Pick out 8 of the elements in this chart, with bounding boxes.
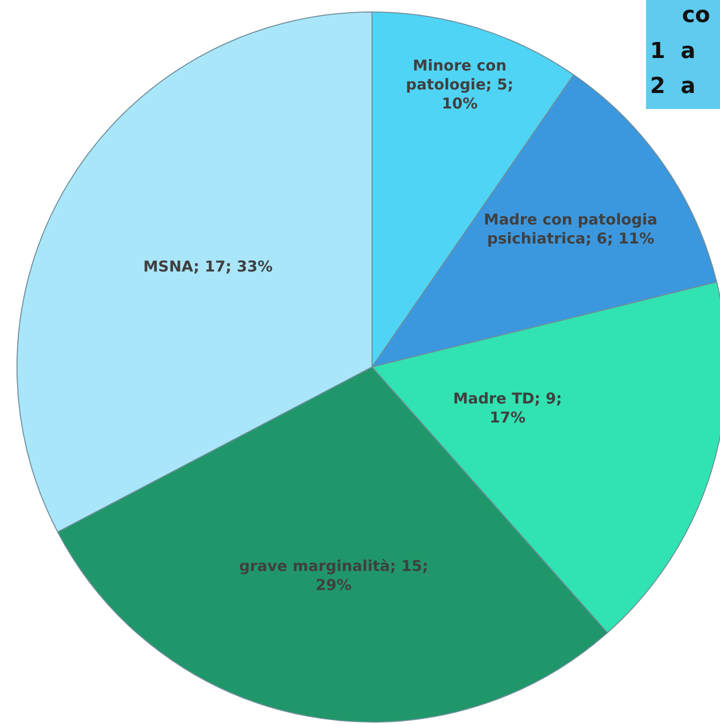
slice-label: grave marginalità; 15; 29% bbox=[239, 556, 428, 594]
text: 2 a bbox=[650, 74, 696, 99]
slice-label: MSNA; 17; 33% bbox=[143, 258, 273, 276]
slice-label: Madre con patologia psichiatrica; 6; 11% bbox=[484, 210, 658, 248]
text: 1 a bbox=[650, 39, 696, 64]
text: co bbox=[682, 3, 710, 28]
slice-label: Minore con patologie; 5; 10% bbox=[406, 56, 514, 113]
slice-label: Madre TD; 9; 17% bbox=[453, 390, 562, 427]
